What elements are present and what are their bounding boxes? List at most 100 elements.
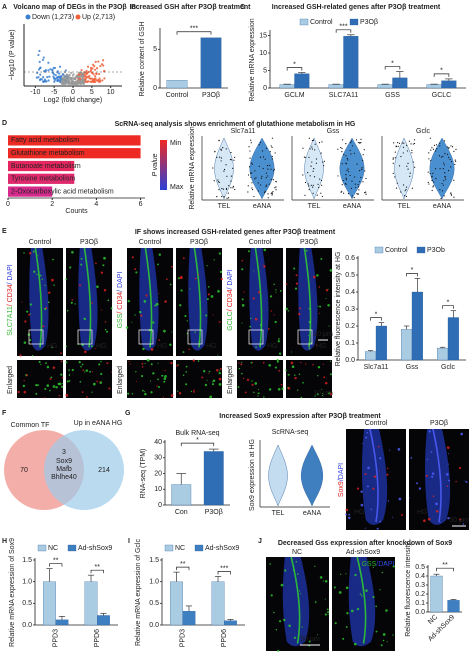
- signal-dot: [380, 644, 383, 647]
- follicle: [188, 248, 208, 351]
- y-axis-label: Sox9 expression at HG: [249, 439, 256, 511]
- chart-title: Decreased Gss expression after knockdown…: [278, 540, 452, 547]
- follicle-edge: [83, 247, 92, 348]
- violin-dot: [221, 195, 223, 198]
- violin-dot: [392, 158, 394, 160]
- x-tick-label: Slc7a11: [364, 364, 389, 371]
- y-tick-label: 0: [158, 502, 162, 509]
- violin-dot: [446, 153, 449, 155]
- signal-dot: [198, 340, 201, 343]
- violin-dot: [350, 153, 352, 155]
- violin-dot: [248, 166, 251, 168]
- signal-dot: [127, 392, 130, 395]
- violin-dot: [226, 197, 228, 199]
- volcano-dot: [42, 80, 45, 83]
- violin-dot: [405, 186, 408, 188]
- signal-dot: [278, 369, 281, 372]
- signal-dot: [302, 381, 304, 384]
- signal-dot: [430, 450, 433, 453]
- violin-dot: [250, 142, 252, 144]
- signal-dot: [23, 379, 25, 382]
- legend-label: Control: [385, 247, 408, 254]
- legend-swatch: [299, 18, 309, 26]
- y-tick-label: 0.5: [415, 564, 425, 571]
- signal-dot: [182, 374, 185, 376]
- y-tick-label: 0.6: [345, 255, 355, 262]
- violin-dot: [268, 183, 270, 185]
- signal-dot: [432, 495, 435, 498]
- y-tick-label: 1.0: [149, 579, 159, 586]
- venn-label: Common TF: [11, 422, 50, 429]
- signal-dot: [283, 618, 286, 622]
- violin-dot: [249, 157, 251, 159]
- signal-dot: [385, 609, 388, 612]
- signal-dot: [278, 352, 282, 355]
- signal-dot: [29, 313, 32, 315]
- volcano-dot: [53, 78, 56, 82]
- signal-dot: [164, 369, 166, 372]
- volcano-dot: [76, 80, 80, 83]
- legend-swatch: [164, 544, 174, 552]
- volcano-dot: [58, 65, 62, 68]
- violin-dot: [227, 192, 229, 194]
- violin-dot: [275, 186, 277, 188]
- violin-dot: [213, 180, 215, 182]
- signal-dot: [319, 305, 322, 308]
- violin-dot: [313, 176, 316, 178]
- signal-dot: [329, 269, 333, 272]
- enlarged-label: Enlarged: [227, 366, 234, 394]
- signal-dot: [209, 395, 213, 399]
- x-tick-label: PPD3: [180, 629, 187, 647]
- signal-dot: [375, 605, 378, 608]
- signal-dot: [177, 277, 180, 280]
- violin-dot: [351, 145, 354, 147]
- signal-dot: [241, 361, 243, 363]
- follicle: [29, 248, 49, 351]
- signal-dot: [356, 607, 360, 611]
- violin-dot: [345, 162, 347, 164]
- signal-dot: [287, 386, 291, 390]
- violin-dot: [270, 192, 272, 195]
- signal-dot: [455, 480, 457, 483]
- signal-dot: [103, 288, 107, 292]
- stain-label: GSS/DAPI: [361, 561, 394, 568]
- violin-dot: [275, 181, 277, 183]
- violin-dot: [403, 142, 405, 144]
- violin-dot: [269, 164, 271, 167]
- signal-dot: [219, 270, 223, 274]
- volcano-dot: [37, 76, 40, 79]
- x-tick-label: NC: [427, 614, 439, 626]
- signal-dot: [375, 630, 378, 633]
- violin-dot: [353, 196, 355, 199]
- violin-dot: [444, 172, 446, 174]
- signal-dot: [26, 310, 29, 313]
- condition-label: P3Oβ: [80, 239, 98, 246]
- violin-dot: [358, 189, 360, 191]
- signal-dot: [329, 373, 332, 376]
- violin-dot: [410, 143, 412, 145]
- volcano-dot: [53, 80, 56, 83]
- signal-dot: [319, 312, 321, 314]
- signal-dot: [445, 473, 449, 476]
- follicle-edge: [356, 556, 367, 644]
- violin-dot: [443, 162, 445, 164]
- signal-dot: [197, 274, 200, 276]
- violin-dot: [315, 158, 318, 160]
- signal-dot: [353, 642, 357, 646]
- signal-dot: [268, 388, 272, 391]
- violin-dot: [220, 160, 222, 162]
- follicle-edge: [432, 428, 442, 523]
- signal-dot: [248, 250, 251, 253]
- violin: [429, 137, 455, 200]
- violin-dot: [356, 163, 358, 165]
- y-axis-label: RNA-seq (TPM): [140, 449, 147, 499]
- signal-dot: [155, 302, 159, 306]
- violin-dot: [432, 186, 434, 188]
- signal-dot: [386, 473, 389, 476]
- violin-dot: [258, 165, 260, 167]
- condition-label: P3Oβ: [430, 420, 448, 427]
- signal-dot: [287, 373, 290, 376]
- signal-dot: [169, 343, 172, 347]
- violin-dot: [436, 148, 438, 150]
- volcano-dot: [95, 72, 98, 76]
